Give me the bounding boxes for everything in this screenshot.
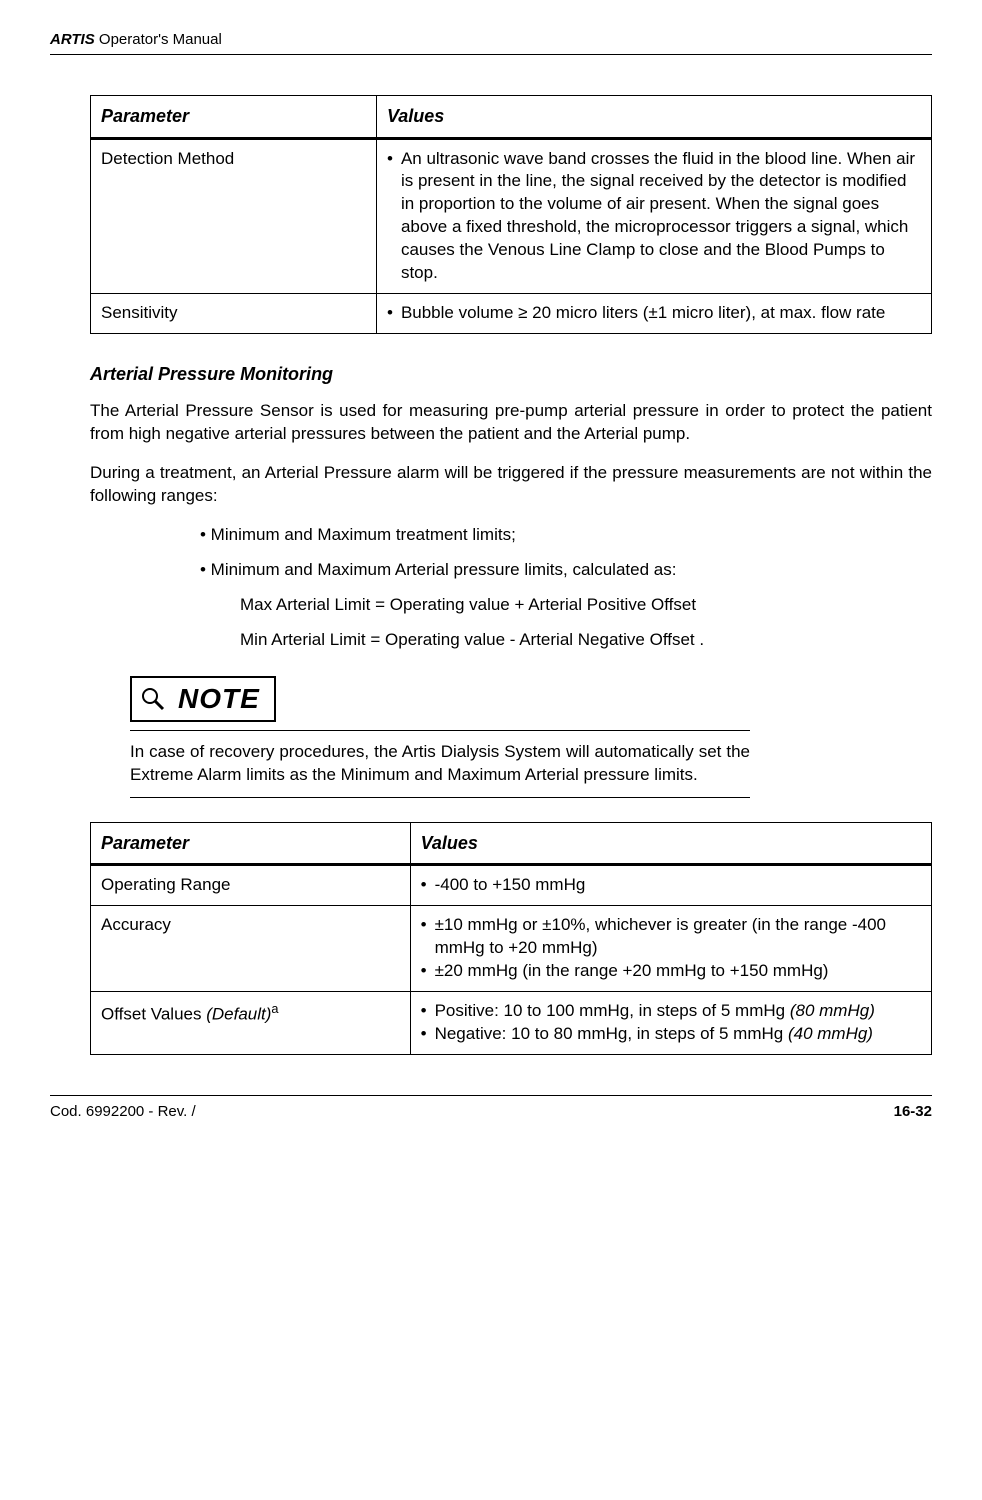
note-text: In case of recovery procedures, the Arti… <box>130 739 750 789</box>
note-rule-top <box>130 730 750 731</box>
page-footer: Cod. 6992200 - Rev. / 16-32 <box>50 1095 932 1122</box>
parameters-table-1: Parameter Values Detection Method •An ul… <box>90 95 932 334</box>
footer-left: Cod. 6992200 - Rev. / <box>50 1102 196 1122</box>
note-callout: NOTE In case of recovery procedures, the… <box>130 676 750 798</box>
footer-page-number: 16-32 <box>894 1102 932 1122</box>
magnifier-icon <box>140 686 166 712</box>
table1-header-param: Parameter <box>91 96 377 138</box>
page-header: ARTIS Operator's Manual <box>50 30 932 55</box>
table2-r1-value: •±10 mmHg or ±10%, whichever is greater … <box>410 905 931 991</box>
table2-header-param: Parameter <box>91 822 411 864</box>
table2-header-values: Values <box>410 822 931 864</box>
sub-line: Min Arterial Limit = Operating value - A… <box>240 629 932 652</box>
table-row: Operating Range •-400 to +150 mmHg <box>91 864 932 905</box>
section-heading-arterial: Arterial Pressure Monitoring <box>90 362 932 386</box>
parameters-table-2: Parameter Values Operating Range •-400 t… <box>90 822 932 1055</box>
sub-line: Max Arterial Limit = Operating value + A… <box>240 594 932 617</box>
table1-r1-param: Sensitivity <box>91 294 377 334</box>
table1-r1-value: •Bubble volume ≥ 20 micro liters (±1 mic… <box>376 294 931 334</box>
table-row: Accuracy •±10 mmHg or ±10%, whichever is… <box>91 905 932 991</box>
note-word: NOTE <box>178 680 260 718</box>
table2-r0-value: •-400 to +150 mmHg <box>410 864 931 905</box>
table1-r0-value: •An ultrasonic wave band crosses the flu… <box>376 138 931 294</box>
header-left: ARTIS Operator's Manual <box>50 30 222 50</box>
bullet-line: • Minimum and Maximum Arterial pressure … <box>200 559 932 582</box>
table2-r0-param: Operating Range <box>91 864 411 905</box>
note-label: NOTE <box>130 676 276 722</box>
bullet-line: • Minimum and Maximum treatment limits; <box>200 524 932 547</box>
body-paragraph: The Arterial Pressure Sensor is used for… <box>90 400 932 446</box>
table1-header-values: Values <box>376 96 931 138</box>
doc-title: Operator's Manual <box>99 31 222 48</box>
table-row: Sensitivity •Bubble volume ≥ 20 micro li… <box>91 294 932 334</box>
table1-r0-param: Detection Method <box>91 138 377 294</box>
table2-r2-value: •Positive: 10 to 100 mmHg, in steps of 5… <box>410 991 931 1054</box>
product-name: ARTIS <box>50 31 95 48</box>
table2-r1-param: Accuracy <box>91 905 411 991</box>
table-row: Offset Values (Default)a •Positive: 10 t… <box>91 991 932 1054</box>
table-row: Detection Method •An ultrasonic wave ban… <box>91 138 932 294</box>
table2-r2-param: Offset Values (Default)a <box>91 991 411 1054</box>
body-paragraph: During a treatment, an Arterial Pressure… <box>90 462 932 508</box>
note-rule-bottom <box>130 797 750 798</box>
